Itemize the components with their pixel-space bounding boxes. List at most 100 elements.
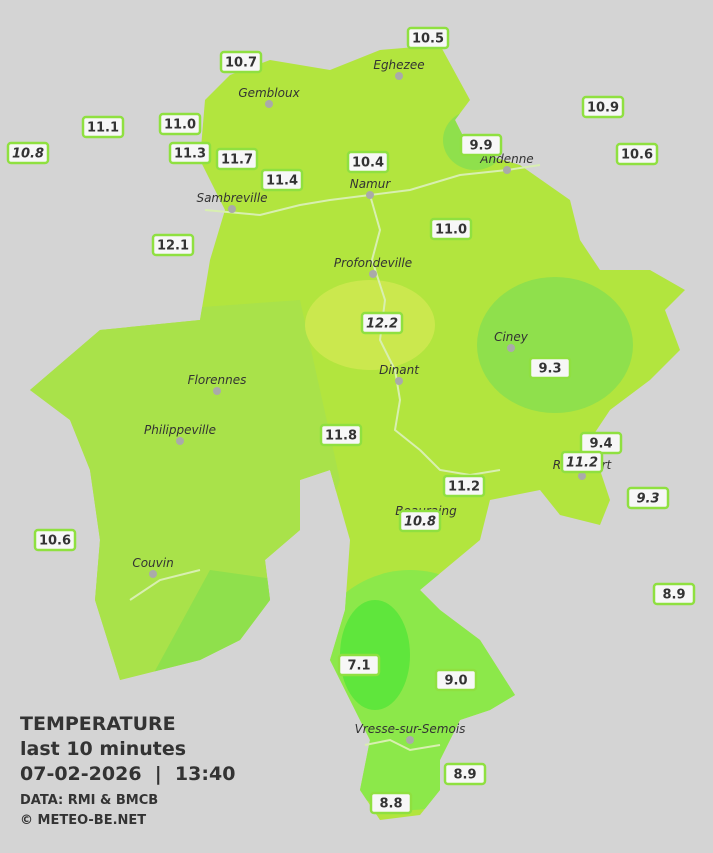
city-dot [395, 377, 403, 385]
city-label: Profondeville [334, 256, 412, 270]
city-label: Vresse-sur-Semois [355, 722, 466, 736]
station-value: 12.1 [157, 239, 189, 254]
station-box [443, 762, 487, 786]
station-box [652, 582, 696, 606]
station: 8.9 [443, 762, 487, 786]
station: 11.2 [560, 450, 604, 474]
subtitle: last 10 minutes [20, 738, 186, 760]
station: 10.9 [581, 95, 625, 119]
station: 11.3 [168, 141, 212, 165]
city-label: Dinant [379, 363, 420, 377]
station-box [528, 356, 572, 380]
station-value: 11.8 [325, 429, 357, 444]
station: 9.0 [434, 668, 478, 692]
datetime: 07-02-2026 | 13:40 [20, 763, 235, 785]
city-label: Eghezee [373, 58, 424, 72]
station-box [442, 474, 486, 498]
credit: © METEO-BE.NET [20, 813, 146, 828]
station: 10.6 [615, 142, 659, 166]
city-label: Gembloux [238, 86, 300, 100]
station-box [626, 486, 670, 510]
city-dot [213, 387, 221, 395]
station-box [360, 311, 404, 335]
city-dot [265, 100, 273, 108]
city-label: Florennes [188, 373, 247, 387]
city-dot [395, 72, 403, 80]
station: 10.6 [33, 528, 77, 552]
city-dot [149, 570, 157, 578]
station: 10.4 [346, 150, 390, 174]
station-box [346, 150, 390, 174]
city-label: Philippeville [144, 423, 216, 437]
station-box [560, 450, 604, 474]
station: 10.8 [6, 141, 50, 165]
station-value: 11.0 [164, 118, 196, 133]
legend-block: TEMPERATURE last 10 minutes 07-02-2026 |… [20, 713, 235, 828]
station-box [319, 423, 363, 447]
station-value: 9.9 [469, 139, 492, 154]
station-value: 11.0 [435, 223, 467, 238]
station-box [151, 233, 195, 257]
city-dot [406, 736, 414, 744]
station: 7.1 [337, 653, 381, 677]
station: 10.5 [406, 26, 450, 50]
station: 9.4 [579, 431, 623, 455]
station-box [459, 133, 503, 157]
station-value: 10.5 [412, 32, 444, 47]
station: 8.8 [369, 791, 413, 815]
station-box [429, 217, 473, 241]
station-box [369, 791, 413, 815]
city-layer: EghezeeGemblouxAndenneNamurSambrevillePr… [132, 58, 613, 744]
source: DATA: RMI & BMCB [20, 793, 158, 808]
station: 11.1 [81, 115, 125, 139]
station: 12.2 [360, 311, 404, 335]
station-box [6, 141, 50, 165]
station-box [168, 141, 212, 165]
city-dot [369, 270, 377, 278]
station-value: 10.7 [225, 56, 257, 71]
station-value: 9.0 [444, 674, 467, 689]
station-value: 11.3 [174, 147, 206, 162]
city-label: Couvin [132, 556, 173, 570]
city-label: Ciney [494, 330, 529, 344]
station: 11.8 [319, 423, 363, 447]
station-value: 9.3 [538, 362, 561, 377]
station: 10.7 [219, 50, 263, 74]
station: 11.2 [442, 474, 486, 498]
station: 9.3 [528, 356, 572, 380]
station-box [260, 168, 304, 192]
station-box [215, 147, 259, 171]
station-value: 9.3 [636, 492, 659, 507]
station: 11.4 [260, 168, 304, 192]
station-value: 11.1 [87, 121, 119, 136]
city-dot [366, 191, 374, 199]
station: 9.3 [626, 486, 670, 510]
station-value: 10.8 [404, 515, 436, 530]
station-value: 11.2 [448, 480, 480, 495]
station-value: 10.8 [12, 147, 44, 162]
city-dot [507, 344, 515, 352]
station-value: 11.7 [221, 153, 253, 168]
station-value: 12.2 [366, 317, 398, 332]
station-value: 8.9 [662, 588, 685, 603]
station-box [337, 653, 381, 677]
station-value: 10.6 [621, 148, 653, 163]
station-value: 10.6 [39, 534, 71, 549]
city-label: Sambreville [196, 191, 267, 205]
station-box [219, 50, 263, 74]
city-label: Namur [350, 177, 392, 191]
station-value: 9.4 [589, 437, 612, 452]
station: 8.9 [652, 582, 696, 606]
station-layer: 10.7 10.5 10.9 11.1 11.0 10.8 11.3 11.7 9.9 10.6 1… [6, 26, 696, 815]
station: 11.0 [429, 217, 473, 241]
station-box [434, 668, 478, 692]
station-value: 8.9 [453, 768, 476, 783]
station-value: 11.2 [566, 456, 598, 471]
station-box [33, 528, 77, 552]
station: 9.9 [459, 133, 503, 157]
station-box [406, 26, 450, 50]
station: 10.8 [398, 509, 442, 533]
station-value: 10.4 [352, 156, 384, 171]
heading: TEMPERATURE [20, 713, 176, 735]
